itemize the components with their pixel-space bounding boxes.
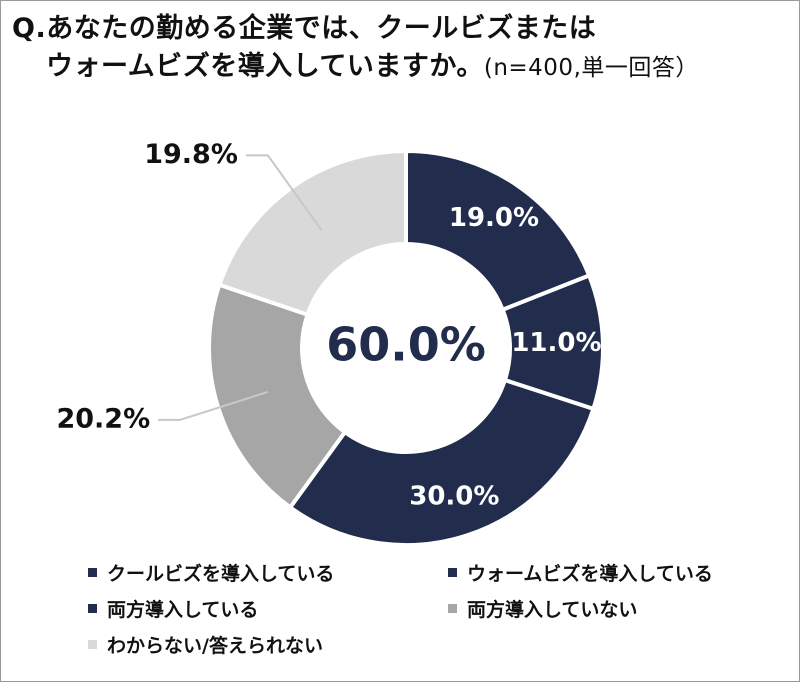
slice-labels: 19.0% 11.0% 30.0% 20.2% 19.8% <box>56 139 601 511</box>
slice-value-label-cool-biz: 19.0% <box>449 203 539 233</box>
center-total-label: 60.0% <box>326 318 486 372</box>
chart-title-line2: ウォームビズを導入していますか。(n=400,単一回答） <box>46 48 699 87</box>
slice-value-label-neither: 20.2% <box>56 403 150 434</box>
chart-title-line1: Q.あなたの勤める企業では、クールビズまたは <box>12 13 597 44</box>
donut-slice-cool-biz <box>404 148 592 313</box>
donut-slice-unknown <box>216 148 408 318</box>
slice-value-label-warm-biz: 11.0% <box>511 328 601 358</box>
leader-line-neither <box>158 390 269 421</box>
leader-lines <box>158 154 323 421</box>
donut-slice-both <box>287 377 596 547</box>
chart-title-line2-text: ウォームビズを導入していますか。 <box>46 51 484 82</box>
slice-value-label-both: 30.0% <box>409 481 499 511</box>
donut-slice-neither <box>207 282 348 511</box>
chart-title-meta: (n=400,単一回答） <box>483 55 699 81</box>
slice-value-label-unknown: 19.8% <box>144 139 238 170</box>
leader-line-unknown <box>245 154 323 231</box>
donut-slices <box>207 148 605 547</box>
